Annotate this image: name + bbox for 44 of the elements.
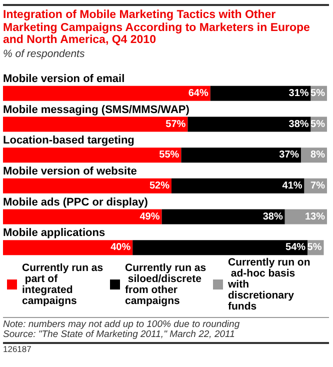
bar [171, 178, 304, 193]
text: Note: numbers may not add up to 100% due to rounding [3, 318, 241, 330]
bar [3, 240, 133, 255]
y-tick-label: Mobile messaging (SMS/MMS/WAP) [3, 103, 190, 116]
y-tick-label: Mobile version of website [3, 164, 137, 177]
chart-title: Integration of Mobile Marketing Tactics with Other Marketing Campaigns According to Marketers in Europe and North America, Q4 2010 [3, 4, 329, 46]
data-label: 5% [310, 118, 326, 130]
bar [181, 147, 302, 162]
data-label: 5% [307, 242, 322, 253]
data-label: 5% [310, 87, 326, 98]
chart-subtitle: % of respondents [3, 48, 86, 60]
bar [210, 85, 311, 100]
data-label: 54% [286, 242, 306, 253]
y-tick-label: Mobile version of email [3, 72, 125, 84]
legend-label: Currently run as part of integrated campaigns [22, 262, 104, 306]
bar [162, 208, 285, 224]
data-label: 52% [149, 180, 170, 191]
data-label: 57% [166, 118, 186, 130]
bar [3, 85, 210, 100]
data-label: 13% [304, 210, 326, 222]
text: 126187 [3, 342, 329, 354]
data-label: 55% [159, 149, 180, 160]
source-note: Source: "The State of Marketing 2011," March 22, 2011 [3, 328, 235, 340]
bar [3, 208, 162, 224]
data-label: 41% [282, 180, 302, 191]
data-label: 38% [288, 118, 309, 130]
data-label: 40% [110, 242, 131, 253]
data-label: 37% [279, 149, 300, 160]
bar [3, 116, 188, 132]
data-label: 8% [310, 149, 326, 160]
bar [132, 240, 308, 255]
bar [188, 116, 311, 132]
y-tick-label: Location-based targeting [3, 134, 134, 146]
legend-label: Currently run as siloed/discrete from other campaigns [125, 262, 206, 306]
data-label: 7% [310, 180, 326, 191]
legend-label: Currently run on ad-hoc basis with discretionary funds [227, 256, 310, 312]
bar [3, 178, 172, 193]
bar [3, 147, 182, 162]
data-label: 31% [288, 87, 309, 98]
y-tick-label: Mobile ads (PPC or display) [3, 196, 148, 208]
data-label: 64% [188, 87, 208, 98]
data-label: 49% [140, 210, 160, 222]
y-tick-label: Mobile applications [3, 226, 106, 239]
data-label: 38% [262, 210, 283, 222]
